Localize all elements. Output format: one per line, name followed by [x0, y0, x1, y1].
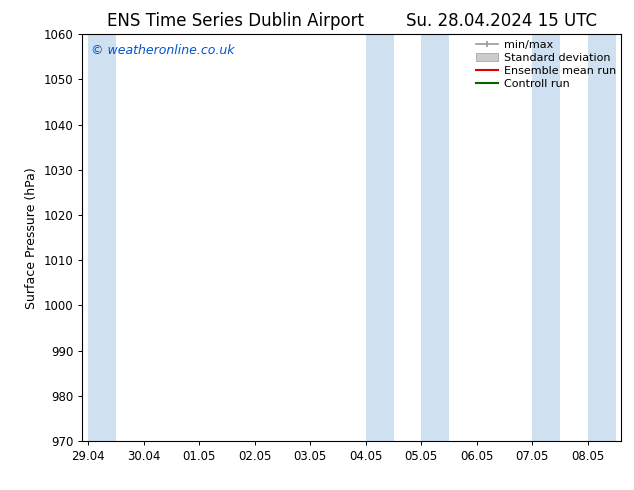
Text: © weatheronline.co.uk: © weatheronline.co.uk	[91, 45, 234, 57]
Bar	[88, 34, 116, 441]
Bar	[366, 34, 394, 441]
Bar	[588, 34, 616, 441]
Legend: min/max, Standard deviation, Ensemble mean run, Controll run: min/max, Standard deviation, Ensemble me…	[474, 38, 618, 91]
Bar	[422, 34, 449, 441]
Bar	[533, 34, 560, 441]
Title: ENS Time Series Dublin Airport        Su. 28.04.2024 15 UTC: ENS Time Series Dublin Airport Su. 28.04…	[107, 12, 597, 30]
Y-axis label: Surface Pressure (hPa): Surface Pressure (hPa)	[25, 167, 38, 309]
